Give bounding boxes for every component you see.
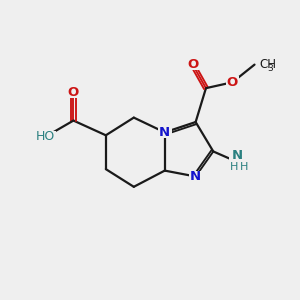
Text: O: O xyxy=(227,76,238,89)
Bar xyxy=(189,171,203,182)
Text: H: H xyxy=(240,162,248,172)
Bar xyxy=(229,150,245,171)
Text: N: N xyxy=(231,149,242,162)
Text: N: N xyxy=(190,170,201,183)
Bar xyxy=(35,131,56,142)
Bar xyxy=(186,59,199,70)
Bar xyxy=(67,87,80,98)
Text: 3: 3 xyxy=(267,64,273,73)
Text: O: O xyxy=(68,86,79,99)
Bar xyxy=(226,76,239,88)
Text: H: H xyxy=(230,162,238,172)
Bar xyxy=(158,126,172,138)
Text: O: O xyxy=(187,58,198,71)
Text: HO: HO xyxy=(36,130,55,143)
Text: CH: CH xyxy=(259,58,276,71)
Text: N: N xyxy=(159,126,170,139)
